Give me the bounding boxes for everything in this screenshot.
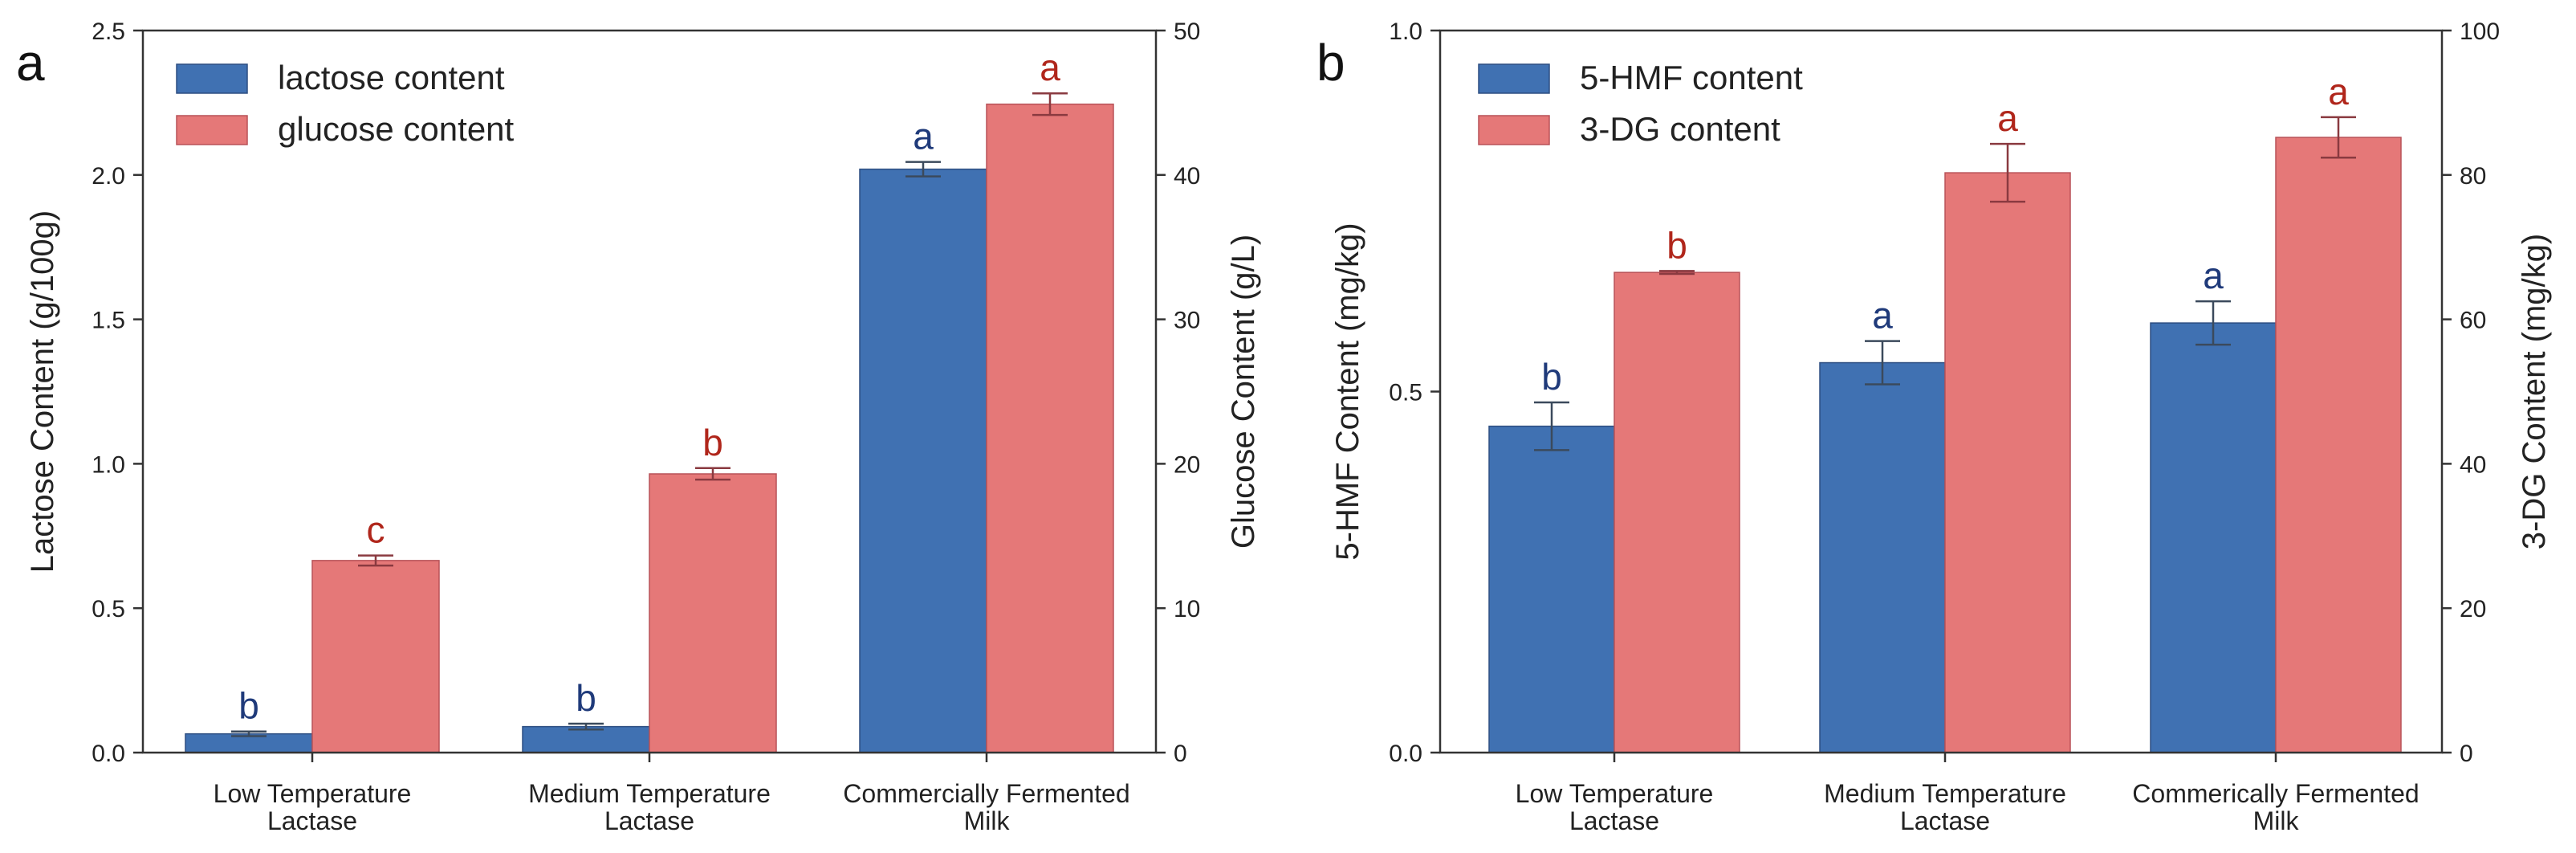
- bar: [2275, 137, 2402, 753]
- bar: [311, 560, 440, 753]
- y-left-tick-label: 0.5: [92, 596, 125, 622]
- y-left-tick-label: 1.5: [92, 308, 125, 334]
- y-left-tick-label: 0.5: [1389, 380, 1422, 406]
- significance-letter: b: [576, 677, 596, 719]
- panel-label: b: [1316, 34, 1345, 92]
- legend-swatch: [1478, 63, 1550, 94]
- y-right-tick-label: 0: [1174, 741, 1187, 767]
- y-right-tick-label: 20: [1174, 451, 1200, 478]
- y-right-axis-title: 3-DG Content (mg/kg): [2517, 234, 2552, 549]
- significance-letter: b: [1541, 356, 1562, 398]
- panel-label: a: [16, 34, 45, 92]
- x-tick-label: Commerically Fermented Milk: [2132, 779, 2419, 835]
- legend-label: 5-HMF content: [1580, 59, 1803, 96]
- y-right-tick-label: 0: [2460, 741, 2473, 767]
- bar: [1488, 425, 1615, 753]
- legend-label: lactose content: [278, 59, 505, 96]
- legend-label: glucose content: [278, 110, 515, 148]
- significance-letter: b: [238, 685, 259, 727]
- y-right-axis-title: Glucose Content (g/L): [1226, 235, 1261, 549]
- significance-letter: c: [367, 509, 385, 551]
- y-right-tick-label: 80: [2460, 163, 2486, 190]
- bar: [1819, 361, 1946, 753]
- y-right-tick-label: 100: [2460, 18, 2500, 45]
- y-right-tick-label: 10: [1174, 596, 1200, 622]
- significance-letter: a: [1997, 97, 2018, 139]
- y-left-axis-title: 5-HMF Content (mg/kg): [1330, 222, 1365, 560]
- significance-letter: a: [2203, 255, 2224, 296]
- y-left-tick-label: 0.0: [92, 741, 125, 767]
- y-left-tick-label: 0.0: [1389, 741, 1422, 767]
- x-tick-label: Medium Temperature Lactase: [1824, 779, 2066, 835]
- significance-letter: b: [702, 422, 723, 463]
- bar: [2150, 322, 2277, 753]
- legend-swatch: [1478, 115, 1550, 145]
- y-right-tick-label: 40: [2460, 451, 2486, 478]
- y-right-tick-label: 20: [2460, 596, 2486, 622]
- y-right-tick-label: 40: [1174, 163, 1200, 190]
- x-tick-label: Low Temperature Lactase: [1516, 779, 1714, 835]
- y-left-tick-label: 2.0: [92, 163, 125, 190]
- x-tick-label: Commercially Fermented Milk: [843, 779, 1129, 835]
- legend-swatch: [176, 115, 248, 145]
- bar: [986, 103, 1114, 753]
- significance-letter: b: [1666, 224, 1687, 266]
- bar: [1614, 271, 1740, 753]
- significance-letter: a: [2328, 71, 2349, 112]
- y-left-tick-label: 1.0: [92, 451, 125, 478]
- chart-panel-b: b b a a b a a 0.0 0.5 1.0 0 20 40 60 80 100 Low Temperat…: [1316, 18, 2552, 835]
- x-tick-label: Low Temperature Lactase: [214, 779, 412, 835]
- y-right-tick-label: 50: [1174, 18, 1200, 45]
- bar: [649, 473, 777, 753]
- significance-letter: a: [1872, 295, 1893, 337]
- y-left-axis-title: Lactose Content (g/100g): [25, 210, 60, 573]
- y-left-tick-label: 2.5: [92, 18, 125, 45]
- x-tick-label: Medium Temperature Lactase: [528, 779, 771, 835]
- y-left-tick-label: 1.0: [1389, 18, 1422, 45]
- bar: [1944, 172, 2071, 753]
- legend-label: 3-DG content: [1580, 110, 1780, 148]
- y-right-tick-label: 60: [2460, 308, 2486, 334]
- legend-swatch: [176, 63, 248, 94]
- bar: [522, 725, 650, 753]
- significance-letter: a: [913, 116, 934, 157]
- significance-letter: a: [1040, 47, 1060, 88]
- y-right-tick-label: 30: [1174, 308, 1200, 334]
- chart-panel-a: a b b a c b a 0.0 0.5 1.0 1.5 2.0 2.5 0 10 20 30 40 50 Low …: [16, 18, 1261, 835]
- bar: [859, 168, 987, 753]
